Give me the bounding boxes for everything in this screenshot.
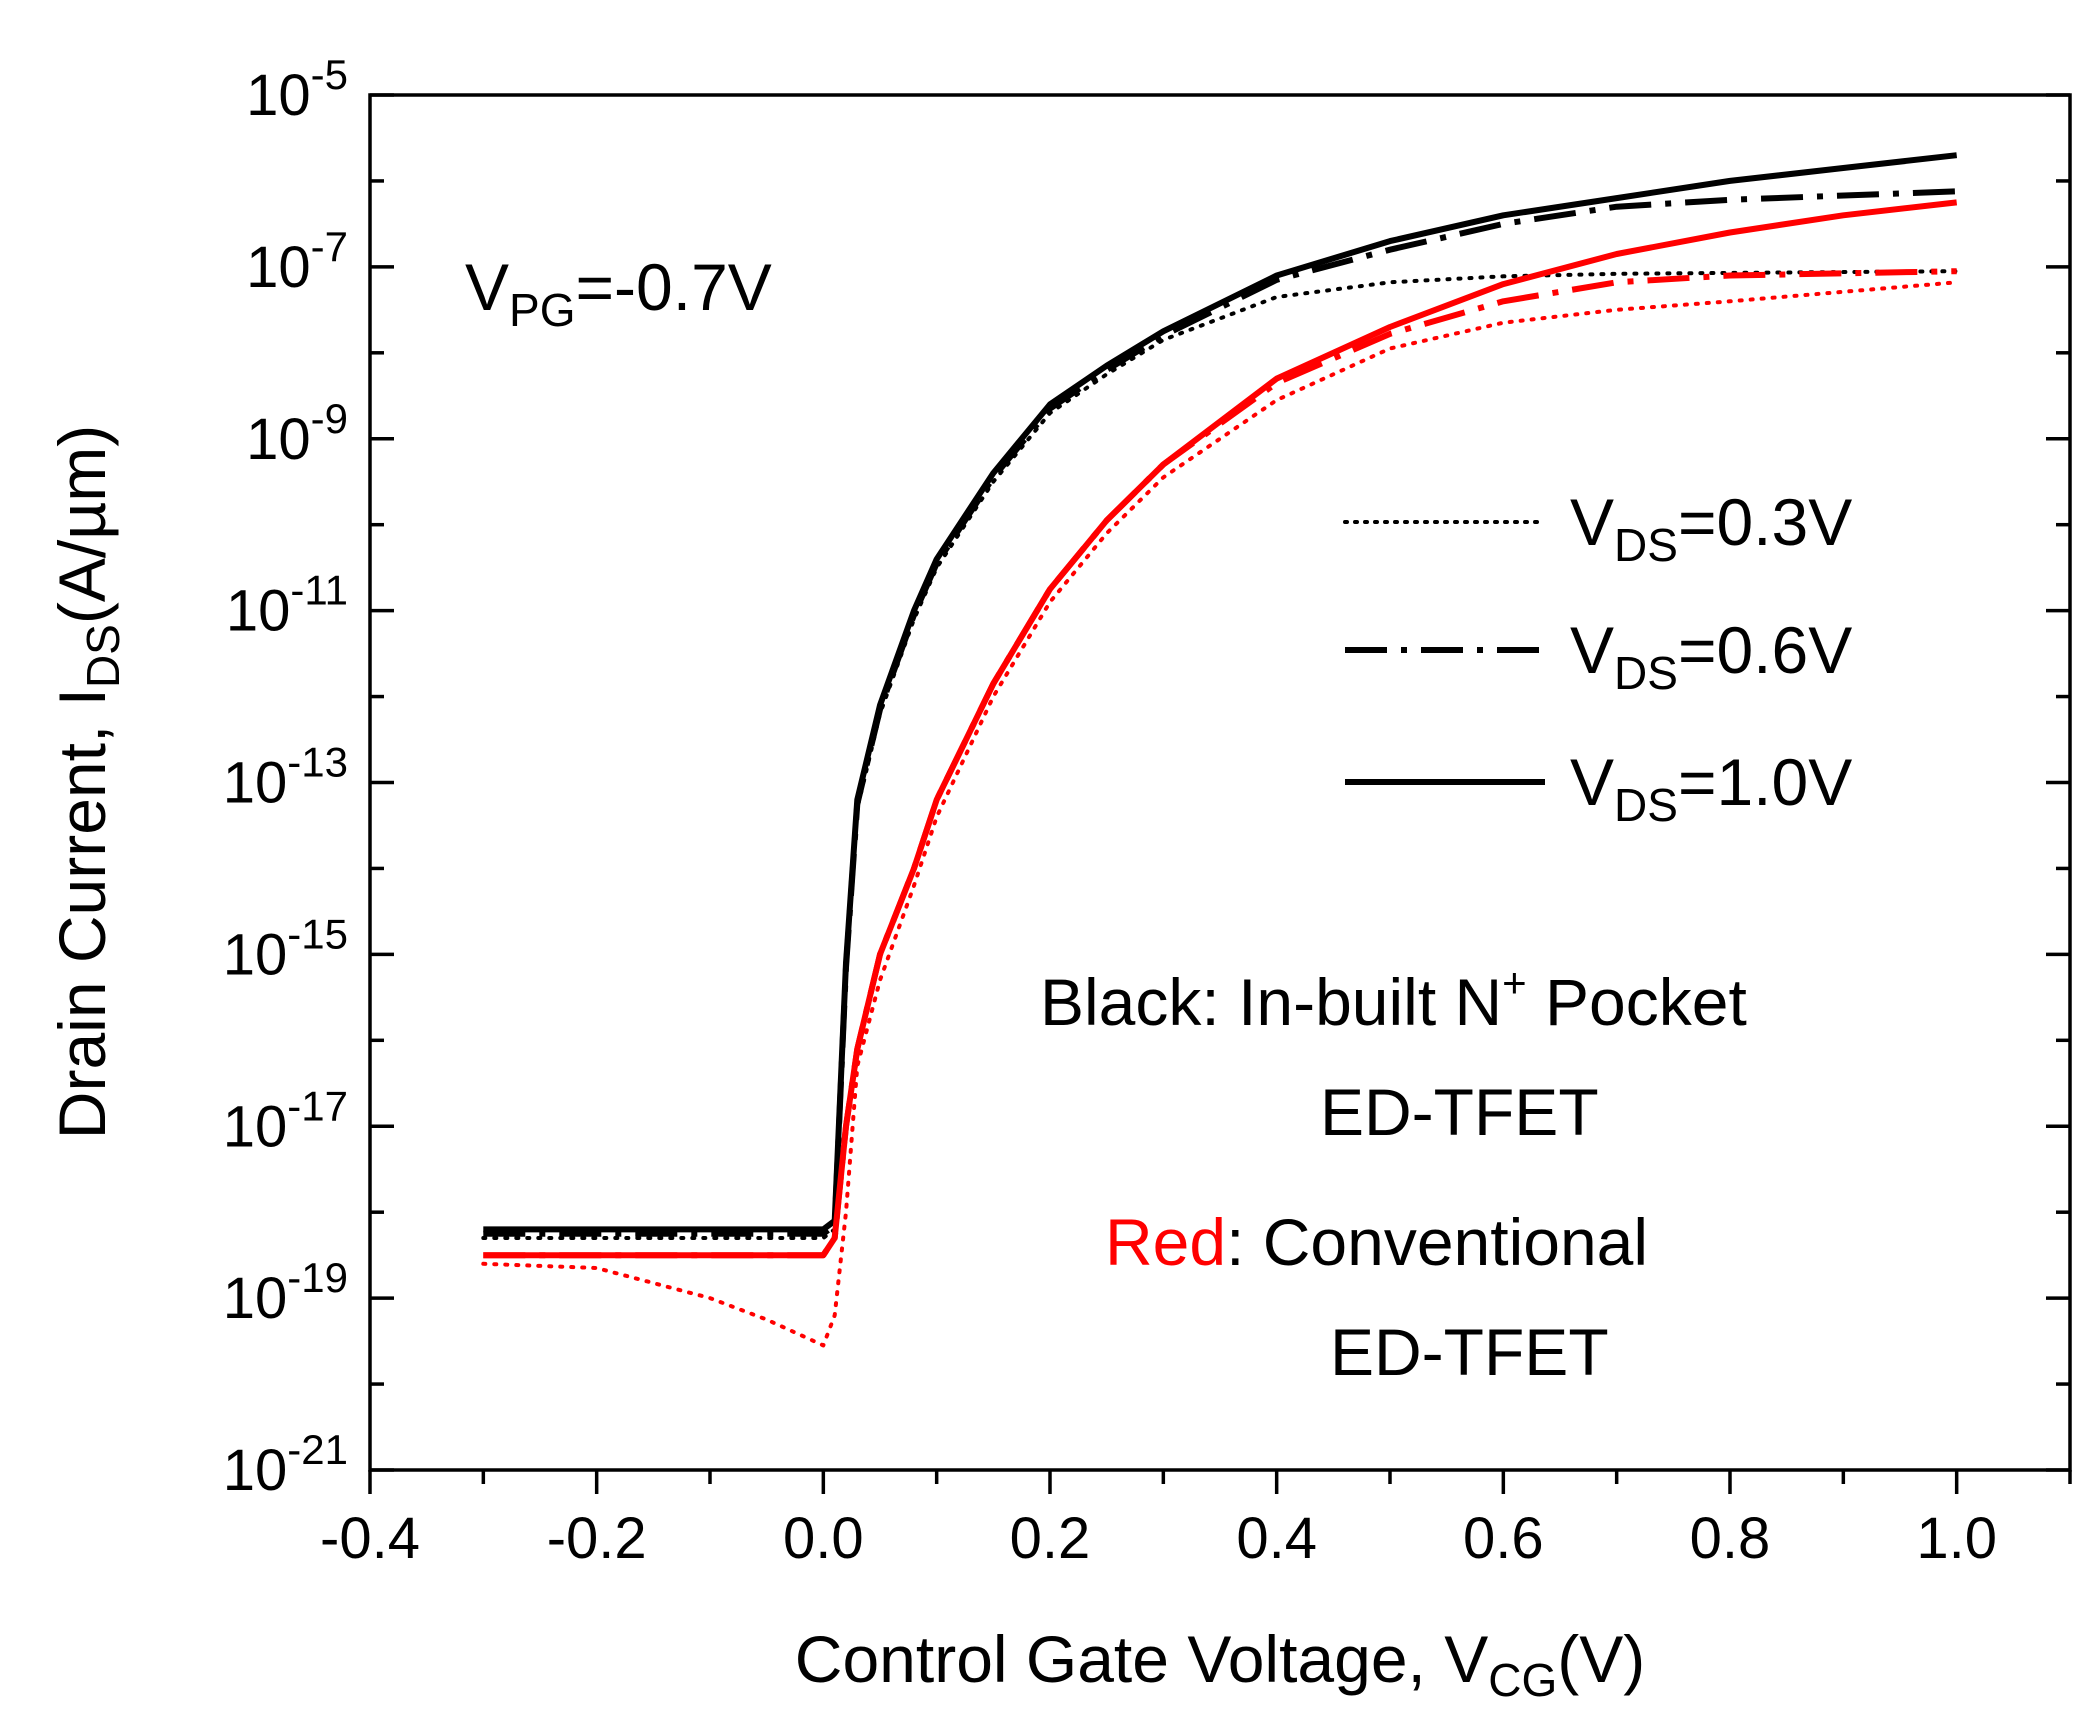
x-axis-label-main: Control Gate Voltage, V	[795, 1622, 1488, 1696]
x-tick-label: 0.6	[1463, 1506, 1544, 1571]
y-tick-label-sup: -7	[311, 223, 348, 270]
y-tick-label-sup: -9	[311, 395, 348, 442]
vpg-base: V	[465, 250, 509, 324]
legend-label-solid-suffix: =1.0V	[1678, 745, 1852, 819]
y-axis-label-main: Drain Current, I	[45, 688, 119, 1139]
x-axis-ticks: -0.4 -0.2 0.0 0.2 0.4 0.6 0.8 1.0	[320, 1470, 2072, 1571]
red-description: Red: Conventional	[1105, 1205, 1648, 1279]
legend-label-dashdot-suffix: =0.6V	[1678, 613, 1852, 687]
x-tick-label: 1.0	[1916, 1506, 1997, 1571]
vpg-sub: PG	[509, 284, 575, 336]
x-axis-label-sub: CG	[1488, 1654, 1557, 1706]
y-axis-label: Drain Current, IDS(A/µm)	[45, 425, 129, 1139]
vpg-annotation: VPG=-0.7V	[465, 250, 772, 336]
y-tick-label-sup: -5	[311, 51, 348, 98]
black-description-rest: : In-built N	[1201, 965, 1502, 1039]
red-description-line2: ED-TFET	[1330, 1315, 1609, 1389]
y-axis-label-sub: DS	[77, 624, 129, 688]
y-axis-ticks: 10-510-710-910-1110-1310-1510-1710-1910-…	[223, 51, 2070, 1503]
legend-label-dotted-suffix: =0.3V	[1678, 485, 1852, 559]
series-layer	[481, 152, 1959, 1348]
red-description-lead: Red	[1105, 1205, 1226, 1279]
black-description: Black: In-built N+ Pocket	[1040, 959, 1747, 1039]
legend-label-dotted-sub: DS	[1614, 519, 1678, 571]
x-tick-label: 0.0	[783, 1506, 864, 1571]
legend-label-dotted: VDS=0.3V	[1570, 485, 1852, 571]
black-description-line2: ED-TFET	[1320, 1075, 1599, 1149]
y-tick-label: 10-17	[223, 1082, 348, 1159]
legend-label-dotted-base: V	[1570, 485, 1614, 559]
series-line	[483, 188, 1957, 1237]
legend: VDS=0.3V VDS=0.6V VDS=1.0V	[1343, 485, 1852, 831]
black-description-lead: Black	[1040, 965, 1202, 1039]
y-tick-label-base: 10	[226, 579, 291, 644]
legend-label-dashdot: VDS=0.6V	[1570, 613, 1852, 699]
legend-label-dashdot-sub: DS	[1614, 647, 1678, 699]
y-tick-label: 10-11	[226, 567, 348, 644]
y-tick-label-sup: -13	[287, 739, 348, 786]
y-tick-label: 10-21	[223, 1426, 348, 1503]
y-tick-label-sup: -21	[287, 1426, 348, 1473]
legend-label-solid-sub: DS	[1614, 779, 1678, 831]
y-tick-label-base: 10	[223, 751, 288, 816]
y-tick-label-base: 10	[246, 407, 311, 472]
legend-label-dashdot-base: V	[1570, 613, 1614, 687]
legend-label-solid-base: V	[1570, 745, 1614, 819]
legend-label-solid: VDS=1.0V	[1570, 745, 1852, 831]
y-tick-label-base: 10	[223, 1438, 288, 1503]
series-line	[481, 280, 1959, 1348]
y-tick-label-sup: -19	[287, 1254, 348, 1301]
y-tick-label: 10-9	[246, 395, 348, 472]
y-tick-label-sup: -17	[287, 1082, 348, 1129]
y-tick-label-base: 10	[246, 235, 311, 300]
x-axis-label: Control Gate Voltage, VCG(V)	[795, 1622, 1645, 1706]
vpg-suffix: =-0.7V	[576, 250, 772, 324]
y-tick-label-base: 10	[246, 63, 311, 128]
x-tick-label: -0.2	[547, 1506, 647, 1571]
x-tick-label: 0.4	[1236, 1506, 1317, 1571]
y-tick-label: 10-5	[246, 51, 348, 128]
x-axis-label-suffix: (V)	[1557, 1622, 1645, 1696]
y-tick-label: 10-19	[223, 1254, 348, 1331]
black-description-sup: +	[1502, 959, 1527, 1006]
y-tick-label: 10-13	[223, 739, 348, 816]
series-line	[483, 152, 1958, 1233]
x-tick-label: 0.8	[1690, 1506, 1771, 1571]
y-tick-label-base: 10	[223, 922, 288, 987]
y-axis-label-suffix: (A/µm)	[45, 425, 119, 624]
x-tick-label: 0.2	[1010, 1506, 1091, 1571]
y-tick-label: 10-7	[246, 223, 348, 300]
y-tick-label-base: 10	[223, 1266, 288, 1331]
y-tick-label-sup: -11	[290, 567, 348, 614]
y-tick-label-sup: -15	[287, 910, 348, 957]
series-line	[483, 199, 1958, 1259]
black-description-tail: Pocket	[1527, 965, 1747, 1039]
x-tick-label: -0.4	[320, 1506, 420, 1571]
y-tick-label-base: 10	[223, 1094, 288, 1159]
red-description-rest: : Conventional	[1226, 1205, 1648, 1279]
y-tick-label: 10-15	[223, 910, 348, 987]
